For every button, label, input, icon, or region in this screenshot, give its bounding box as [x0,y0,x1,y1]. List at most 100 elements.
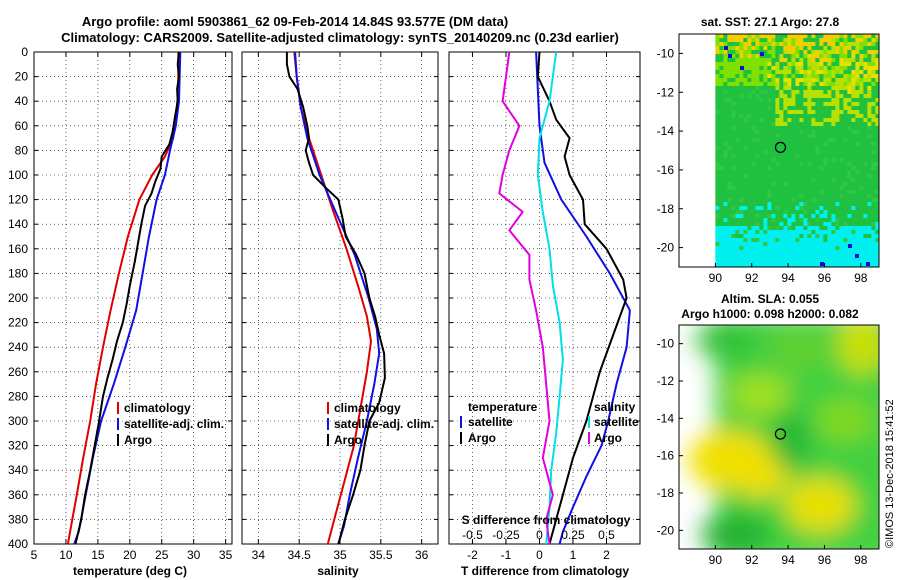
sst-cell [747,122,752,127]
sst-cell [839,126,844,131]
sst-cell [795,254,800,259]
salinity-xlabel: salinity [317,564,359,578]
sst-cell [755,262,760,267]
salinity-grid [242,51,438,545]
sst-cell [771,162,776,167]
sst-cell [771,154,776,159]
sst-cell [759,106,764,111]
sst-cell [823,102,828,107]
sst-cell [755,238,760,243]
sst-cell [715,126,720,131]
sst-cell [803,58,808,63]
sst-cell [779,174,784,179]
depth-tick-label: 200 [8,291,28,305]
sst-cell [835,74,840,79]
sst-cell [731,70,736,75]
sst-cell [739,230,744,235]
sst-cell [755,106,760,111]
sst-cell [847,122,852,127]
sst-cell [815,206,820,211]
sst-cell [831,126,836,131]
x-tick-label: 10 [59,548,73,562]
sst-cell [851,222,856,227]
sst-cell [831,262,836,267]
sst-cell [751,38,756,43]
sst-cell [735,46,740,51]
sst-cell [771,62,776,67]
sst-cell [787,42,792,47]
sst-cell [823,158,828,163]
sst-cell [731,42,736,47]
sst-cell [783,138,788,143]
sst-cell [723,98,728,103]
sst-cell [763,90,768,95]
sst-cell [819,214,824,219]
sst-cell [827,134,832,139]
sst-cell [767,94,772,99]
sst-cell [747,262,752,267]
sst-cell [791,154,796,159]
sst-cell [771,254,776,259]
sst-cell [795,62,800,67]
sst-cell [795,138,800,143]
sst-cell [735,130,740,135]
sst-cell [787,222,792,227]
sst-cell [755,34,760,39]
sla-blob [770,328,830,372]
sst-cell [723,202,728,207]
sst-cell [723,246,728,251]
sst-cell [759,62,764,67]
sst-cell [795,94,800,99]
sst-cell [719,218,724,223]
sst-cell [775,182,780,187]
sst-cell [819,106,824,111]
sst-cell [771,210,776,215]
sst-cell [743,238,748,243]
sst-cell [831,106,836,111]
sst-cell [871,134,876,139]
sst-cell [727,250,732,255]
sst-cell [815,186,820,191]
sst-cell [759,186,764,191]
sst-cell [859,62,864,67]
sst-cell [791,182,796,187]
sst-cell [787,94,792,99]
sst-cell [859,210,864,215]
sst-cell [815,134,820,139]
s-diff-tick-label: 0 [536,528,543,542]
sst-cell [835,162,840,167]
sst-cell [775,74,780,79]
sst-cell [815,78,820,83]
sst-cell [791,202,796,207]
sst-cell [803,118,808,123]
sst-cell [803,66,808,71]
sst-cell [795,242,800,247]
sst-cell [775,102,780,107]
sst-cell [763,238,768,243]
sst-cell [855,194,860,199]
sst-cell [755,226,760,231]
sst-cell [827,242,832,247]
sst-cell [731,182,736,187]
sst-cell [875,118,879,123]
sst-cell [851,254,856,259]
sst-cell [743,62,748,67]
sst-cell [875,38,879,43]
sst-cell [739,198,744,203]
sst-cell [875,162,879,167]
sst-cell [871,190,876,195]
sst-cell [815,150,820,155]
sst-cell [719,114,724,119]
sst-cell [723,194,728,199]
sst-cell [719,122,724,127]
sst-cell [823,118,828,123]
sst-cell [839,82,844,87]
sst-cell [859,182,864,187]
sst-cell [731,106,736,111]
sst-cell [867,186,872,191]
sst-cell [771,70,776,75]
sst-cell [823,258,828,263]
sst-cell [751,170,756,175]
sst-cell [799,34,804,39]
sst-cell [859,66,864,71]
